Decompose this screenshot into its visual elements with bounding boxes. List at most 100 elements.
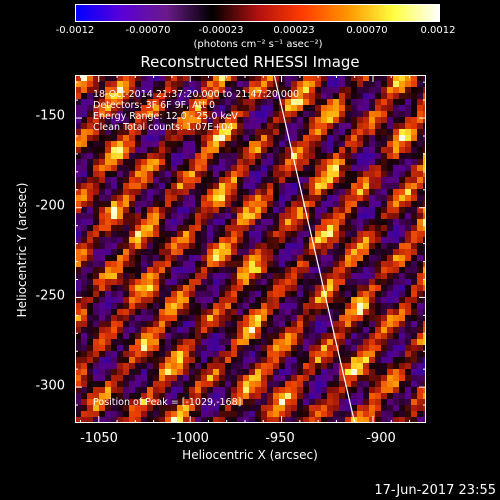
heatmap-cell (159, 333, 165, 339)
heatmap-cell (105, 339, 111, 345)
heatmap-cell (327, 405, 333, 411)
heatmap-cell (237, 231, 243, 237)
heatmap-cell (111, 213, 117, 219)
heatmap-cell (273, 327, 279, 333)
heatmap-cell (417, 243, 423, 249)
heatmap-cell (129, 255, 135, 261)
heatmap-cell (369, 183, 375, 189)
heatmap-cell (393, 87, 399, 93)
heatmap-cell (345, 273, 351, 279)
heatmap-cell (285, 351, 291, 357)
heatmap-cell (183, 327, 189, 333)
heatmap-cell (297, 303, 303, 309)
heatmap-cell (81, 339, 87, 345)
heatmap-cell (309, 303, 315, 309)
heatmap-cell (171, 99, 177, 105)
heatmap-cell (225, 357, 231, 363)
heatmap-cell (387, 123, 393, 129)
heatmap-cell (417, 141, 423, 147)
heatmap-cell (417, 339, 423, 345)
heatmap-cell (213, 159, 219, 165)
heatmap-cell (165, 117, 171, 123)
heatmap-cell (321, 207, 327, 213)
heatmap-cell (399, 303, 405, 309)
heatmap-cell (369, 255, 375, 261)
heatmap-cell (105, 135, 111, 141)
heatmap-cell (309, 405, 315, 411)
heatmap-cell (153, 243, 159, 249)
heatmap-cell (111, 411, 117, 417)
heatmap-cell (165, 165, 171, 171)
heatmap-cell (345, 309, 351, 315)
heatmap-cell (399, 147, 405, 153)
heatmap-cell (177, 285, 183, 291)
heatmap-cell (291, 315, 297, 321)
heatmap-cell (393, 399, 399, 405)
heatmap-cell (249, 165, 255, 171)
heatmap-cell (81, 177, 87, 183)
heatmap-cell (267, 225, 273, 231)
heatmap-cell (117, 159, 123, 165)
heatmap-cell (219, 375, 225, 381)
heatmap-cell (327, 237, 333, 243)
heatmap-cell (261, 261, 267, 267)
heatmap-cell (93, 357, 99, 363)
heatmap-cell (339, 351, 345, 357)
heatmap-cell (363, 177, 369, 183)
heatmap-cell (219, 165, 225, 171)
heatmap-cell (135, 345, 141, 351)
heatmap-cell (177, 231, 183, 237)
heatmap-cell (285, 399, 291, 405)
heatmap-cell (261, 393, 267, 399)
heatmap-cell (303, 417, 309, 423)
heatmap-cell (309, 279, 315, 285)
heatmap-cell (267, 213, 273, 219)
heatmap-cell (273, 123, 279, 129)
heatmap-cell (165, 375, 171, 381)
heatmap-cell (399, 321, 405, 327)
heatmap-cell (405, 273, 411, 279)
heatmap-cell (177, 297, 183, 303)
heatmap-cell (75, 381, 81, 387)
heatmap-cell (267, 255, 273, 261)
heatmap-cell (261, 207, 267, 213)
heatmap-cell (285, 249, 291, 255)
heatmap-cell (297, 165, 303, 171)
heatmap-cell (327, 357, 333, 363)
heatmap-cell (279, 207, 285, 213)
heatmap-cell (333, 153, 339, 159)
heatmap-cell (411, 159, 417, 165)
heatmap-cell (273, 87, 279, 93)
heatmap-cell (81, 267, 87, 273)
heatmap-cell (141, 369, 147, 375)
heatmap-cell (261, 267, 267, 273)
heatmap-cell (285, 357, 291, 363)
heatmap-cell (297, 225, 303, 231)
heatmap-cell (249, 417, 255, 423)
heatmap-cell (303, 249, 309, 255)
heatmap-cell (297, 255, 303, 261)
heatmap-cell (99, 303, 105, 309)
heatmap-cell (117, 183, 123, 189)
heatmap-cell (237, 135, 243, 141)
heatmap-cell (141, 177, 147, 183)
heatmap-cell (123, 171, 129, 177)
heatmap-cell (423, 315, 426, 321)
heatmap-cell (195, 291, 201, 297)
heatmap-cell (93, 285, 99, 291)
heatmap-cell (165, 147, 171, 153)
heatmap-cell (333, 393, 339, 399)
heatmap-cell (375, 123, 381, 129)
heatmap-cell (189, 81, 195, 87)
heatmap-cell (225, 363, 231, 369)
heatmap-cell (351, 249, 357, 255)
heatmap-cell (81, 387, 87, 393)
heatmap-cell (399, 369, 405, 375)
heatmap-cell (93, 231, 99, 237)
heatmap-cell (231, 87, 237, 93)
heatmap-cell (141, 345, 147, 351)
heatmap-cell (225, 345, 231, 351)
heatmap-cell (165, 321, 171, 327)
heatmap-cell (183, 81, 189, 87)
heatmap-cell (123, 135, 129, 141)
